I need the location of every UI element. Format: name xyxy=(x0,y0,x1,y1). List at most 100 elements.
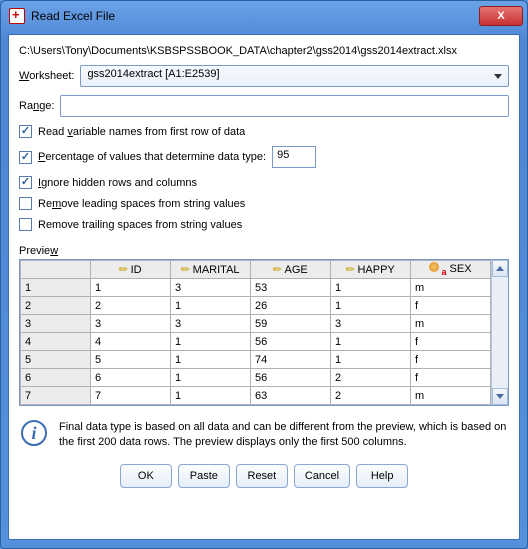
dialog-window: Read Excel File X C:\Users\Tony\Document… xyxy=(0,0,528,549)
grid: ✎ID ✎MARITAL ✎AGE ✎HAPPY a SEX 113531m22… xyxy=(20,260,508,405)
cell[interactable]: 56 xyxy=(251,333,331,351)
nominal-icon xyxy=(429,262,439,272)
worksheet-row: Worksheet: gss2014extract [A1:E2539] xyxy=(19,65,509,87)
cell[interactable]: 53 xyxy=(251,279,331,297)
opt-read-var-names[interactable]: Read variable names from first row of da… xyxy=(19,125,509,138)
checkbox-icon xyxy=(19,176,32,189)
opt-ignore-hidden[interactable]: Ignore hidden rows and columns xyxy=(19,176,509,189)
cell[interactable]: 1 xyxy=(331,279,411,297)
cell[interactable]: m xyxy=(411,387,491,405)
scroll-down-icon[interactable] xyxy=(492,388,508,405)
ok-button[interactable]: OK xyxy=(120,464,172,488)
cell[interactable]: 74 xyxy=(251,351,331,369)
cell[interactable]: m xyxy=(411,279,491,297)
row-header: 6 xyxy=(21,369,91,387)
checkbox-icon xyxy=(19,197,32,210)
cell[interactable]: 1 xyxy=(91,279,171,297)
corner-cell xyxy=(21,261,91,279)
paste-button[interactable]: Paste xyxy=(178,464,230,488)
preview-label: Preview xyxy=(19,245,509,257)
checkbox-icon xyxy=(19,151,32,164)
cell[interactable]: 1 xyxy=(171,351,251,369)
scrollbar[interactable] xyxy=(491,260,508,405)
opt-remove-trailing[interactable]: Remove trailing spaces from string value… xyxy=(19,218,509,231)
worksheet-label: Worksheet: xyxy=(19,70,74,82)
row-header: 2 xyxy=(21,297,91,315)
col-header[interactable]: ✎AGE xyxy=(251,261,331,279)
col-header[interactable]: ✎ID xyxy=(91,261,171,279)
row-header: 5 xyxy=(21,351,91,369)
file-path: C:\Users\Tony\Documents\KSBSPSSBOOK_DATA… xyxy=(19,45,509,57)
cell[interactable]: 26 xyxy=(251,297,331,315)
cell[interactable]: f xyxy=(411,351,491,369)
col-header[interactable]: ✎HAPPY xyxy=(331,261,411,279)
col-header[interactable]: ✎MARITAL xyxy=(171,261,251,279)
cell[interactable]: 1 xyxy=(171,333,251,351)
row-header: 3 xyxy=(21,315,91,333)
pencil-icon: ✎ xyxy=(116,262,132,278)
cell[interactable]: f xyxy=(411,369,491,387)
cell[interactable]: 1 xyxy=(171,387,251,405)
range-input[interactable] xyxy=(60,95,509,117)
cell[interactable]: 1 xyxy=(331,333,411,351)
header-row: ✎ID ✎MARITAL ✎AGE ✎HAPPY a SEX xyxy=(21,261,508,279)
row-header: 7 xyxy=(21,387,91,405)
app-icon xyxy=(9,8,25,24)
cell[interactable]: f xyxy=(411,297,491,315)
pencil-icon: ✎ xyxy=(178,262,194,278)
cell[interactable]: 59 xyxy=(251,315,331,333)
cell[interactable]: m xyxy=(411,315,491,333)
opt-remove-leading[interactable]: Remove leading spaces from string values xyxy=(19,197,509,210)
info-area: i Final data type is based on all data a… xyxy=(21,420,507,450)
close-icon: X xyxy=(497,10,504,22)
cell[interactable]: 4 xyxy=(91,333,171,351)
cell[interactable]: 7 xyxy=(91,387,171,405)
checkbox-icon xyxy=(19,218,32,231)
cell[interactable]: 3 xyxy=(91,315,171,333)
cell[interactable]: 2 xyxy=(331,369,411,387)
table-row[interactable]: 771632m xyxy=(21,387,508,405)
checkbox-icon xyxy=(19,125,32,138)
client-area: C:\Users\Tony\Documents\KSBSPSSBOOK_DATA… xyxy=(8,34,520,540)
cell[interactable]: 3 xyxy=(331,315,411,333)
close-button[interactable]: X xyxy=(479,6,523,26)
range-row: Range: xyxy=(19,95,509,117)
preview-table: ✎ID ✎MARITAL ✎AGE ✎HAPPY a SEX 113531m22… xyxy=(19,259,509,406)
cell[interactable]: 6 xyxy=(91,369,171,387)
worksheet-value: gss2014extract [A1:E2539] xyxy=(87,68,219,80)
cell[interactable]: 3 xyxy=(171,315,251,333)
table-row[interactable]: 221261f xyxy=(21,297,508,315)
info-icon: i xyxy=(21,420,47,446)
cell[interactable]: 1 xyxy=(331,297,411,315)
range-label: Range: xyxy=(19,100,54,112)
scroll-up-icon[interactable] xyxy=(492,260,508,277)
row-header: 4 xyxy=(21,333,91,351)
titlebar[interactable]: Read Excel File X xyxy=(1,1,527,31)
cell[interactable]: 2 xyxy=(331,387,411,405)
reset-button[interactable]: Reset xyxy=(236,464,288,488)
cell[interactable]: 5 xyxy=(91,351,171,369)
cell[interactable]: 56 xyxy=(251,369,331,387)
cell[interactable]: 1 xyxy=(171,369,251,387)
table-row[interactable]: 333593m xyxy=(21,315,508,333)
table-row[interactable]: 661562f xyxy=(21,369,508,387)
cell[interactable]: 1 xyxy=(171,297,251,315)
cell[interactable]: 63 xyxy=(251,387,331,405)
col-header[interactable]: a SEX xyxy=(411,261,491,279)
cell[interactable]: 2 xyxy=(91,297,171,315)
table-row[interactable]: 551741f xyxy=(21,351,508,369)
cell[interactable]: 3 xyxy=(171,279,251,297)
table-row[interactable]: 441561f xyxy=(21,333,508,351)
pct-input[interactable]: 95 xyxy=(272,146,316,168)
opt-pct-determine[interactable]: Percentage of values that determine data… xyxy=(19,146,509,168)
cell[interactable]: 1 xyxy=(331,351,411,369)
cell[interactable]: f xyxy=(411,333,491,351)
row-header: 1 xyxy=(21,279,91,297)
worksheet-select[interactable]: gss2014extract [A1:E2539] xyxy=(80,65,509,87)
cancel-button[interactable]: Cancel xyxy=(294,464,350,488)
info-text: Final data type is based on all data and… xyxy=(59,420,507,450)
window-title: Read Excel File xyxy=(31,9,479,23)
button-row: OK Paste Reset Cancel Help xyxy=(19,460,509,490)
help-button[interactable]: Help xyxy=(356,464,408,488)
table-row[interactable]: 113531m xyxy=(21,279,508,297)
